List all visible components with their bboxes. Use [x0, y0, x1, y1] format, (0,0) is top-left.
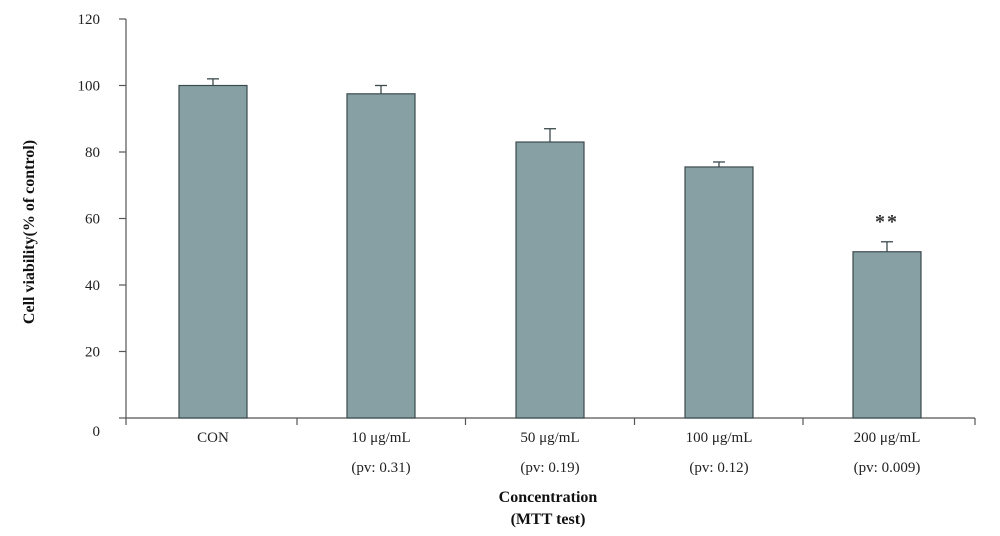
x-category-label: 100 μg/mL: [686, 430, 753, 446]
x-category-label: 50 μg/mL: [520, 430, 579, 446]
x-category-sublabel: (pv: 0.31): [351, 460, 410, 476]
x-axis-subtitle: (MTT test): [511, 511, 586, 528]
bar: [178, 84, 248, 419]
x-category-sublabel: (pv: 0.19): [520, 460, 579, 476]
y-tick-label: 0: [93, 424, 101, 440]
y-tick-label: 120: [78, 12, 101, 28]
y-axis-title: Cell viability(% of control): [21, 140, 38, 324]
bar: [684, 166, 754, 419]
y-tick-label: 100: [78, 79, 101, 95]
x-category-sublabel: (pv: 0.009): [854, 460, 921, 476]
x-category-label: CON: [197, 430, 229, 446]
y-tick-label: 40: [85, 278, 100, 294]
x-category-label: 10 μg/mL: [351, 430, 410, 446]
bar: [852, 251, 922, 419]
x-category-sublabel: (pv: 0.12): [689, 460, 748, 476]
x-category-label: 200 μg/mL: [854, 430, 921, 446]
y-tick-label: 80: [85, 145, 100, 161]
x-axis-title: Concentration: [499, 489, 598, 506]
y-tick-label: 20: [85, 345, 100, 361]
labels: 0 20 40 60 80 100 120 CON 10 μg/mL (pv: 0.31) 50 μ…: [78, 12, 921, 476]
y-tick-label: 60: [85, 212, 100, 228]
bars: [178, 78, 922, 419]
significance-annotation: **: [875, 211, 899, 233]
bar: [346, 93, 416, 419]
bar: [515, 141, 585, 419]
